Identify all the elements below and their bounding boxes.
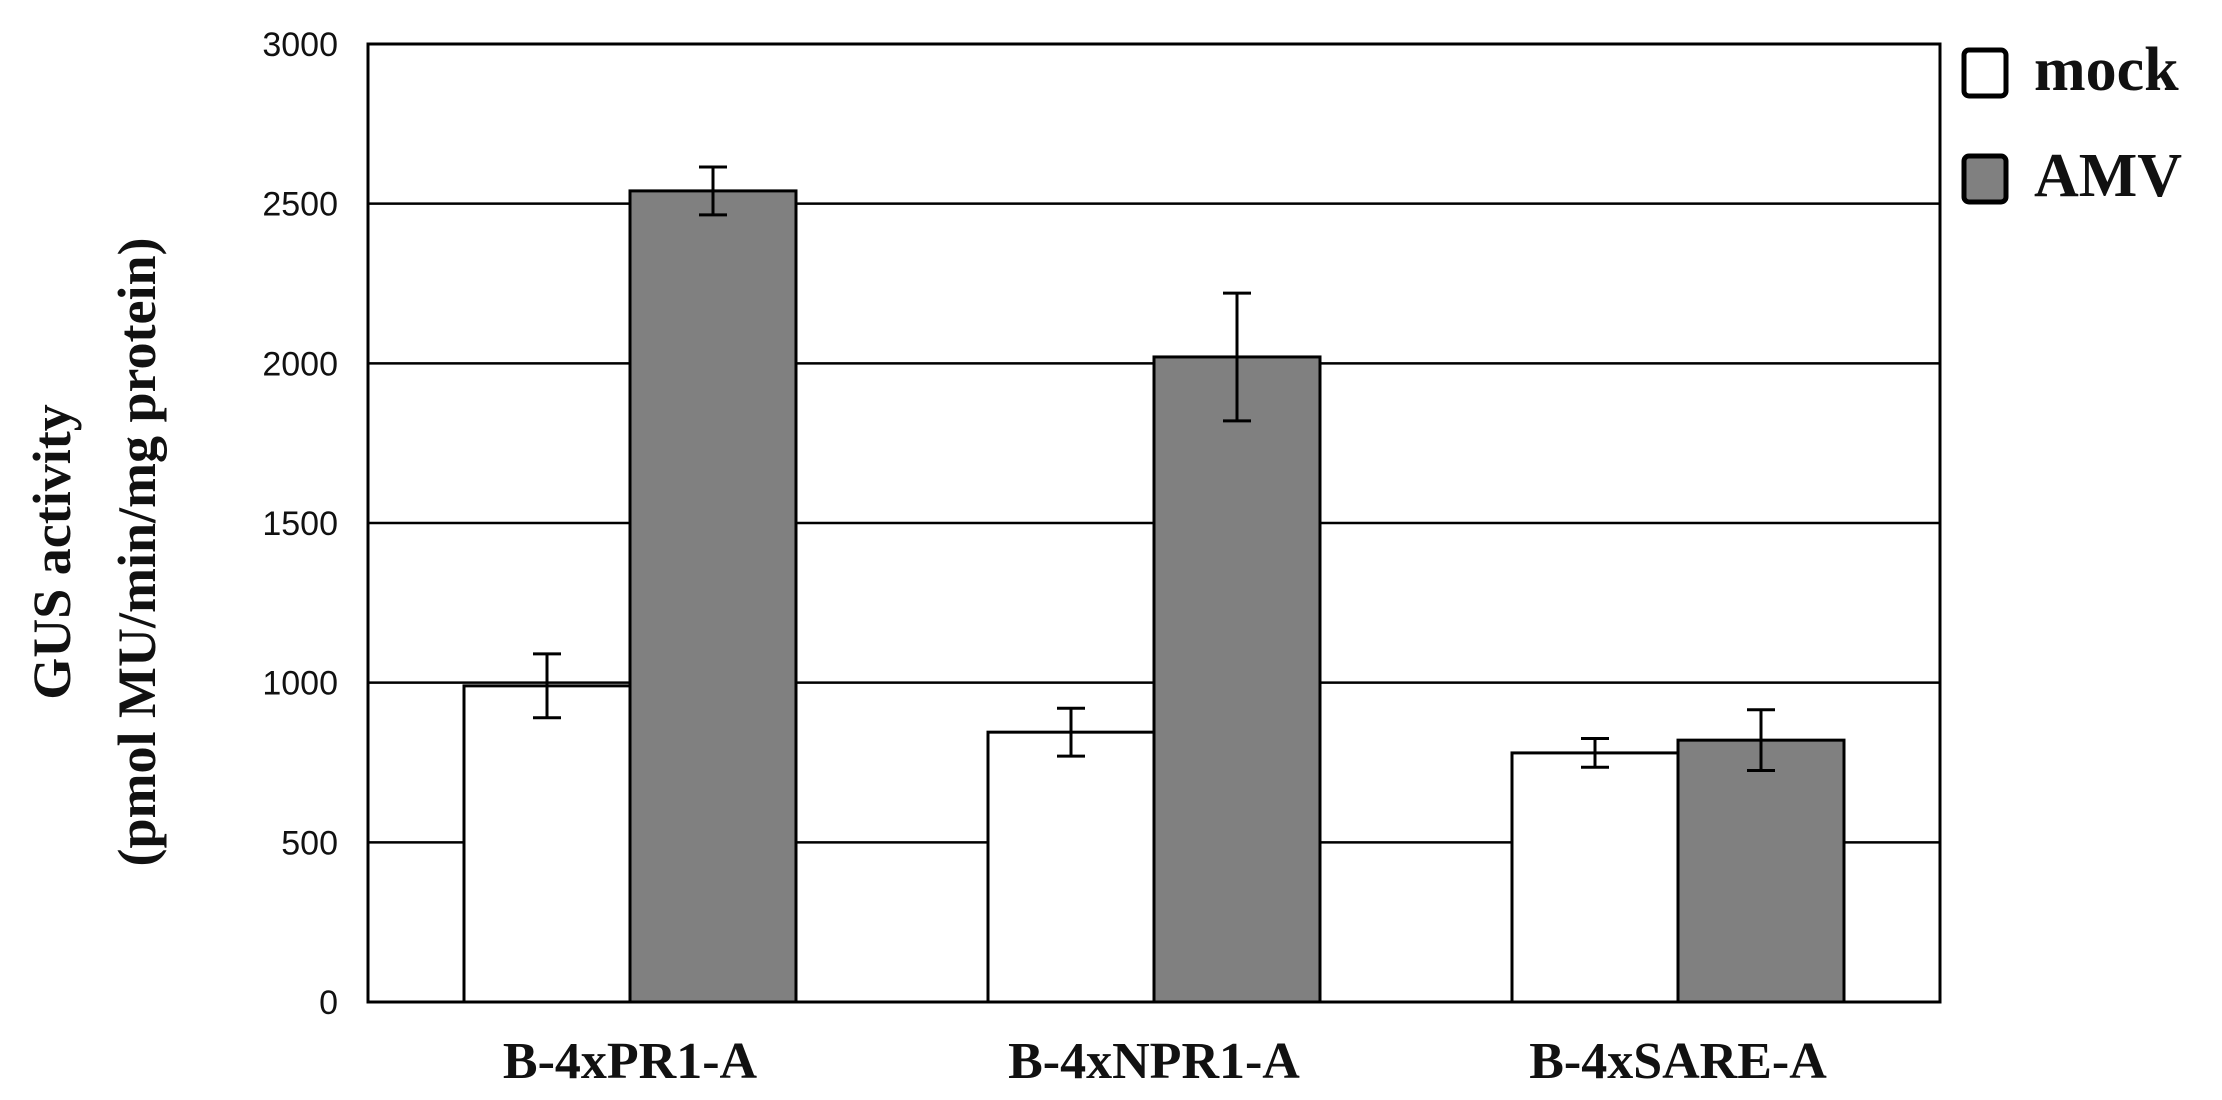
- error-bar-mock-3: [1581, 737, 1609, 769]
- plot-frame: [366, 42, 1942, 1004]
- bar-mock-1: [462, 684, 632, 1004]
- y-tick-label: 0: [319, 984, 338, 1022]
- y-axis-title-line1: GUS activity: [22, 404, 82, 699]
- bar-mock-2: [986, 730, 1156, 1004]
- legend-swatch: [1961, 153, 2009, 205]
- legend-label: mock: [2034, 36, 2179, 104]
- y-tick-label: 500: [281, 824, 338, 862]
- x-category-label: B-4xSARE-A: [1529, 1033, 1827, 1090]
- y-axis-title: GUS activity (pmol MU/min/mg protein): [22, 238, 167, 867]
- error-bar-amv-2: [1223, 291, 1251, 423]
- legend-item-mock: mock: [1961, 36, 2179, 104]
- bar-amv-1: [628, 189, 798, 1004]
- x-category-label: B-4xPR1-A: [503, 1033, 758, 1090]
- error-bar-amv-1: [699, 165, 727, 217]
- y-tick-label: 3000: [262, 26, 338, 64]
- bar-mock-3: [1510, 751, 1680, 1004]
- legend-swatch: [1961, 47, 2009, 99]
- y-tick-label: 2500: [262, 186, 338, 224]
- y-tick-label: 2000: [262, 345, 338, 383]
- x-category-labels: B-4xPR1-A B-4xNPR1-A B-4xSARE-A: [503, 1033, 1827, 1090]
- bar-amv-2: [1152, 355, 1322, 1004]
- legend: mock AMV: [1961, 36, 2182, 210]
- legend-label: AMV: [2034, 142, 2182, 210]
- error-bars: [533, 165, 1775, 772]
- y-axis-title-line2: (pmol MU/min/mg protein): [107, 238, 167, 867]
- y-tick-label: 1500: [262, 505, 338, 543]
- x-category-label: B-4xNPR1-A: [1008, 1033, 1300, 1090]
- y-tick-label: 1000: [262, 665, 338, 703]
- bars: [462, 189, 1846, 1004]
- error-bar-amv-3: [1747, 708, 1775, 772]
- error-bar-mock-2: [1057, 706, 1085, 758]
- legend-item-amv: AMV: [1961, 142, 2182, 210]
- bar-amv-3: [1676, 738, 1846, 1004]
- y-tick-labels: 0 500 1000 1500 2000 2500 3000: [262, 26, 338, 1022]
- error-bar-mock-1: [533, 652, 561, 720]
